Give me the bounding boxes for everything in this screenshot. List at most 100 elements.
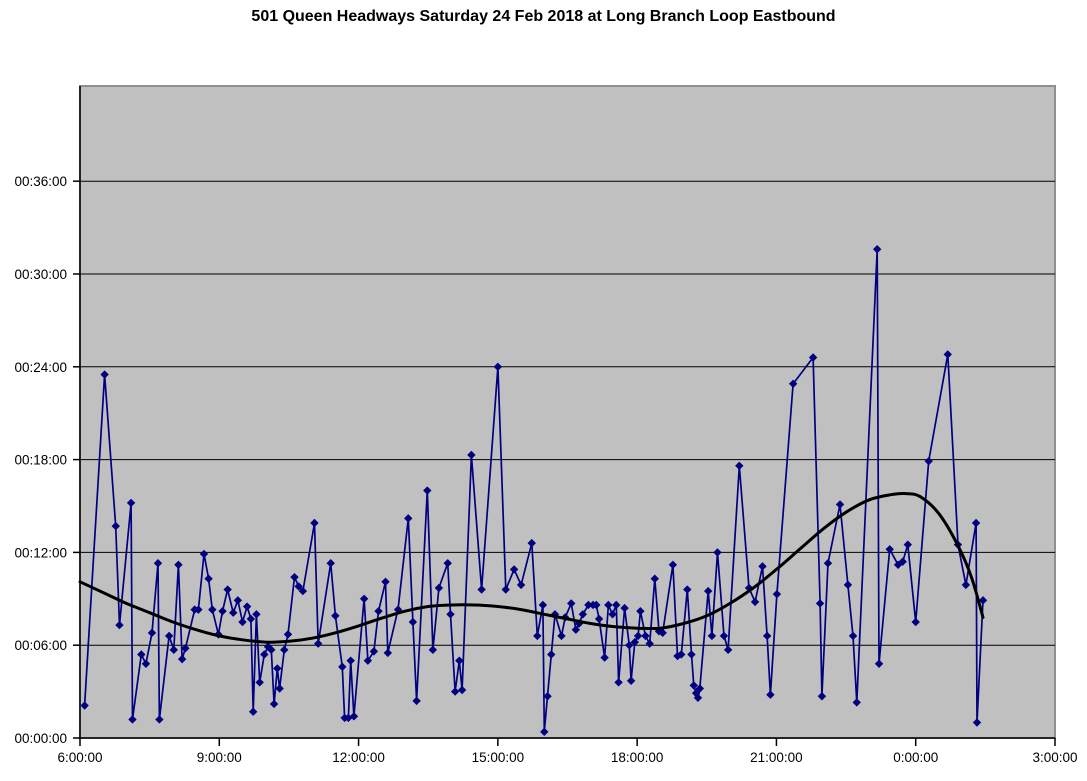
diamond-marker — [567, 599, 576, 608]
diamond-marker — [550, 610, 560, 619]
diamond-marker — [961, 580, 971, 590]
diamond-marker — [194, 605, 203, 614]
diamond-marker — [538, 600, 548, 610]
diamond-marker — [852, 698, 861, 707]
diamond-marker — [164, 631, 174, 641]
diamond-marker — [691, 688, 701, 698]
diamond-marker — [269, 699, 279, 709]
diamond-marker — [695, 684, 705, 693]
diamond-marker — [677, 650, 686, 659]
diamond-marker — [248, 707, 258, 716]
diamond-marker — [689, 681, 698, 690]
diamond-marker — [467, 450, 476, 460]
diamond-marker — [650, 574, 659, 583]
diamond-marker — [177, 654, 187, 664]
diamond-marker — [594, 614, 604, 624]
diamond-marker — [294, 582, 303, 591]
diamond-marker — [128, 715, 137, 724]
diamond-marker — [363, 656, 373, 665]
trend-line — [78, 491, 985, 644]
diamond-marker — [457, 685, 467, 695]
y-axis-label: 00:12:00 — [14, 545, 67, 560]
diamond-marker — [874, 659, 884, 668]
diamond-marker — [509, 565, 519, 574]
diamond-marker — [636, 606, 645, 616]
x-axis-label: 12:00:00 — [332, 750, 385, 765]
diamond-marker — [80, 701, 89, 710]
diamond-marker — [246, 614, 256, 624]
diamond-marker — [346, 656, 355, 665]
diamond-marker — [126, 498, 136, 508]
x-axis-label: 9:00:00 — [197, 750, 242, 765]
diamond-marker — [620, 603, 629, 613]
diamond-marker — [338, 662, 347, 672]
diamond-marker — [242, 602, 252, 611]
diamond-marker — [181, 644, 190, 653]
y-axis-label: 00:24:00 — [14, 360, 67, 375]
diamond-marker — [707, 631, 717, 641]
diamond-marker — [428, 645, 438, 655]
headway-series-markers — [80, 245, 988, 737]
x-axis-label: 18:00:00 — [611, 750, 664, 765]
diamond-marker — [557, 631, 566, 641]
diamond-marker — [273, 664, 282, 673]
diamond-marker — [260, 650, 269, 659]
diamond-marker — [600, 653, 609, 662]
diamond-marker — [383, 648, 393, 658]
diamond-marker — [645, 639, 654, 648]
diamond-marker — [625, 640, 634, 650]
diamond-marker — [898, 557, 907, 566]
diamond-marker — [501, 585, 510, 594]
diamond-marker — [872, 245, 882, 254]
x-axis-label: 15:00:00 — [472, 750, 525, 765]
diamond-marker — [924, 456, 933, 466]
diamond-marker — [174, 560, 183, 569]
diamond-marker — [943, 350, 952, 359]
x-axis-label: 6:00:00 — [57, 750, 102, 765]
diamond-marker — [808, 353, 818, 362]
diamond-marker — [275, 684, 284, 693]
diamond-marker — [817, 692, 827, 701]
diamond-marker — [723, 645, 733, 655]
diamond-marker — [455, 656, 464, 665]
diamond-marker — [630, 637, 640, 647]
diamond-marker — [772, 589, 782, 599]
diamond-marker — [658, 628, 667, 638]
diamond-marker — [592, 600, 601, 610]
diamond-marker — [533, 631, 542, 641]
diamond-marker — [516, 580, 526, 590]
diamond-marker — [280, 645, 289, 655]
diamond-marker — [252, 610, 261, 619]
diamond-marker — [493, 362, 503, 371]
diamond-marker — [374, 606, 383, 616]
diamond-marker — [527, 538, 536, 548]
diamond-marker — [835, 500, 845, 509]
diamond-marker — [155, 715, 164, 724]
diamond-marker — [612, 600, 621, 610]
diamond-marker — [823, 559, 833, 568]
diamond-marker — [693, 693, 703, 702]
diamond-marker — [885, 545, 894, 554]
diamond-marker — [571, 625, 581, 634]
plot-area — [79, 85, 1056, 739]
diamond-marker — [229, 608, 238, 617]
diamond-marker — [450, 687, 460, 696]
diamond-marker — [169, 645, 178, 655]
diamond-marker — [766, 690, 775, 699]
diamond-marker — [578, 610, 588, 619]
diamond-marker — [703, 586, 713, 596]
diamond-marker — [713, 548, 722, 557]
diamond-marker — [719, 631, 729, 641]
diamond-marker — [540, 727, 549, 737]
x-axis-label: 0:00:00 — [893, 750, 938, 765]
diamond-marker — [735, 461, 744, 470]
diamond-marker — [788, 379, 798, 389]
diamond-marker — [153, 559, 163, 568]
diamond-marker — [434, 583, 444, 593]
diamond-marker — [283, 630, 293, 639]
chart-title: 501 Queen Headways Saturday 24 Feb 2018 … — [251, 8, 836, 25]
diamond-marker — [115, 620, 124, 630]
diamond-marker — [584, 600, 593, 610]
diamond-marker — [147, 628, 157, 638]
